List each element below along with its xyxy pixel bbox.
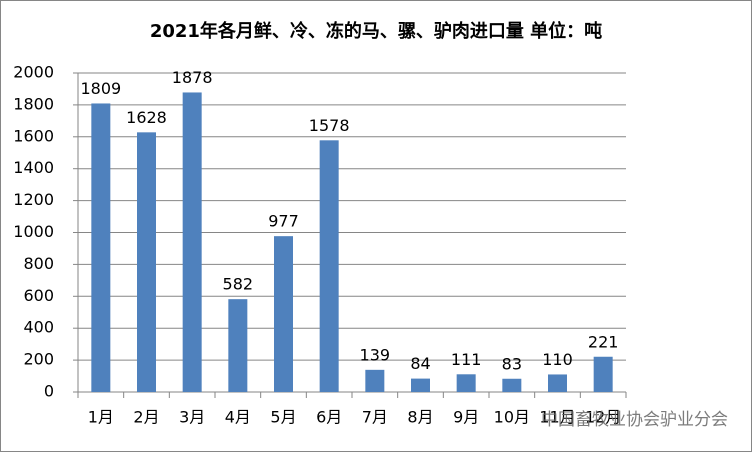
y-tick-label: 0 bbox=[44, 382, 54, 401]
x-tick-label: 5月 bbox=[270, 408, 296, 427]
bar bbox=[137, 132, 156, 393]
data-label: 83 bbox=[502, 354, 522, 373]
y-tick-label: 800 bbox=[23, 254, 54, 273]
watermark: 中国畜牧业协会驴业分会 bbox=[541, 410, 728, 430]
data-label: 221 bbox=[588, 332, 619, 351]
data-label: 139 bbox=[360, 345, 391, 364]
data-label: 84 bbox=[410, 354, 430, 373]
x-tick-label: 10月 bbox=[494, 408, 530, 427]
x-tick-label: 9月 bbox=[453, 408, 479, 427]
data-label: 582 bbox=[223, 275, 254, 294]
bar bbox=[91, 103, 111, 392]
data-label: 1578 bbox=[309, 116, 350, 135]
x-tick-label: 11月 bbox=[539, 408, 575, 427]
data-label: 1878 bbox=[172, 68, 213, 87]
x-tick-label: 6月 bbox=[316, 408, 342, 427]
y-tick-label: 1200 bbox=[13, 190, 54, 209]
bar bbox=[411, 378, 430, 392]
x-tick-label: 12月 bbox=[585, 408, 621, 427]
y-tick-label: 200 bbox=[23, 350, 54, 369]
chart-title: 2021年各月鲜、冷、冻的马、骡、驴肉进口量 单位：吨 bbox=[150, 20, 602, 42]
data-label: 110 bbox=[542, 350, 573, 369]
x-tick-label: 1月 bbox=[88, 408, 114, 427]
data-label: 1809 bbox=[80, 79, 121, 98]
bar bbox=[365, 369, 385, 392]
bar bbox=[456, 374, 476, 392]
x-tick-label: 7月 bbox=[362, 408, 388, 427]
x-tick-label: 8月 bbox=[407, 408, 433, 427]
y-tick-label: 1600 bbox=[13, 126, 54, 145]
y-tick-label: 600 bbox=[23, 286, 54, 305]
x-tick-label: 3月 bbox=[179, 408, 205, 427]
y-tick-label: 1000 bbox=[13, 222, 54, 241]
data-label: 1628 bbox=[126, 108, 167, 127]
y-tick-label: 400 bbox=[23, 318, 54, 337]
x-tick-label: 4月 bbox=[225, 408, 251, 427]
bar bbox=[502, 378, 522, 392]
y-tick-label: 1800 bbox=[13, 94, 54, 113]
bar bbox=[274, 236, 293, 392]
bar bbox=[593, 356, 613, 392]
x-tick-label: 2月 bbox=[133, 408, 159, 427]
y-tick-label: 1400 bbox=[13, 158, 54, 177]
y-tick-label: 2000 bbox=[13, 63, 54, 82]
bar bbox=[228, 299, 248, 392]
data-label: 111 bbox=[451, 350, 482, 369]
bar bbox=[319, 140, 339, 392]
data-label: 977 bbox=[268, 212, 299, 231]
bar bbox=[182, 92, 202, 393]
bar bbox=[548, 374, 567, 392]
